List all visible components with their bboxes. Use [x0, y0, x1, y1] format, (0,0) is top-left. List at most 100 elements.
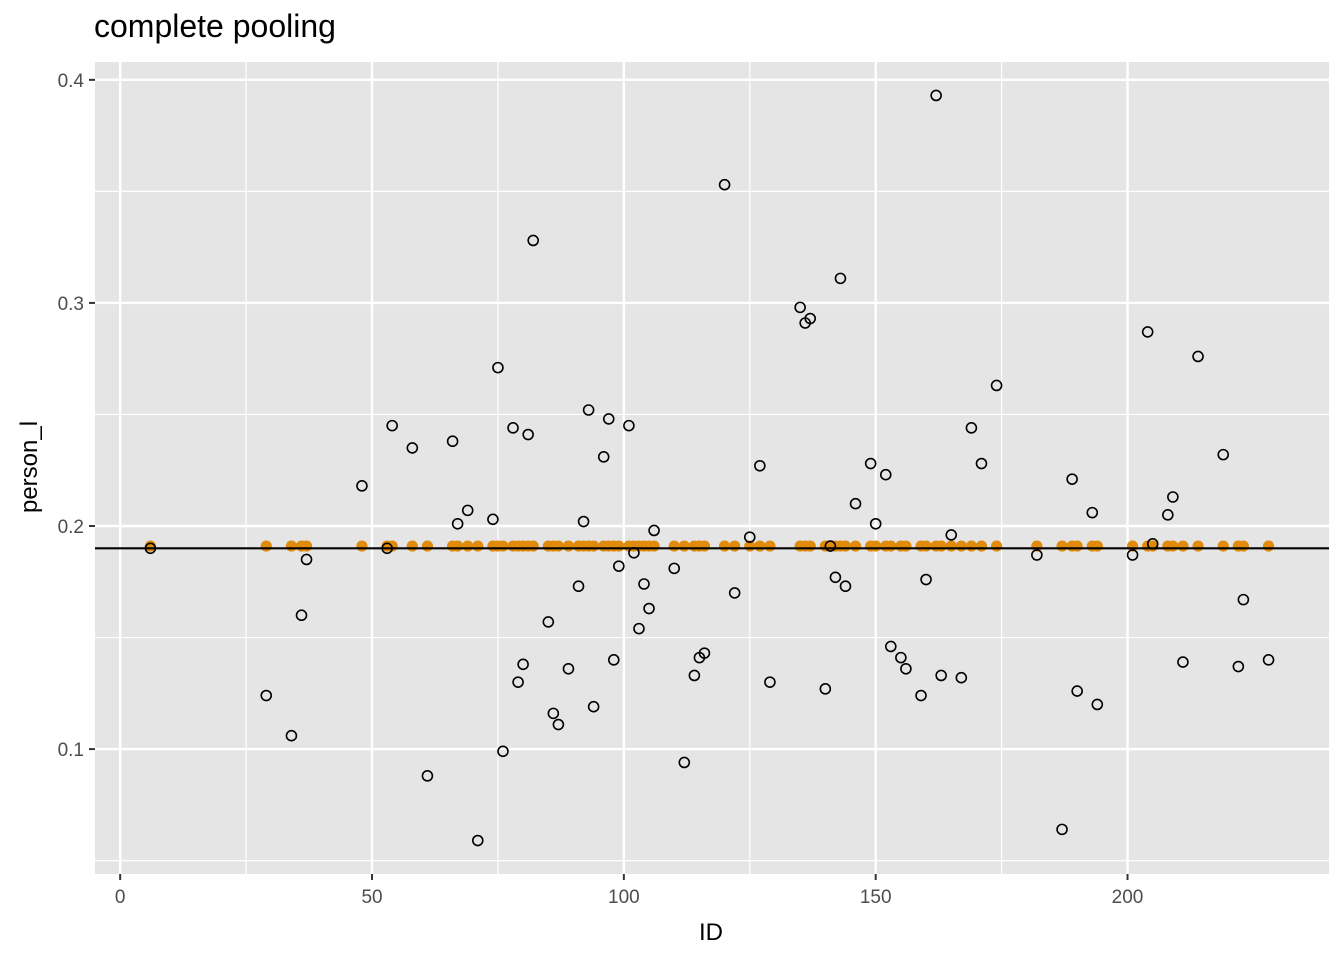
pooled-point: [900, 540, 912, 552]
pooled-point: [406, 540, 418, 552]
observed-point: [824, 540, 837, 552]
observed-point: [492, 361, 504, 374]
observed-point: [260, 689, 273, 702]
pooled-point: [965, 540, 977, 552]
observed-point: [1056, 823, 1068, 836]
observed-point: [668, 562, 681, 575]
observed-point: [829, 571, 842, 584]
x-axis-ticks: 0 50 100 150 200: [115, 874, 1143, 908]
observed-series: [144, 89, 1275, 847]
pooled-point: [452, 540, 464, 552]
y-tick-label: 0.2: [58, 517, 84, 538]
y-axis-title: person_l: [16, 421, 43, 513]
y-tick-label: 0.1: [58, 740, 84, 761]
minor-gridlines: [95, 62, 1329, 874]
pooled-point: [421, 540, 434, 552]
observed-point: [930, 89, 942, 102]
observed-point: [602, 413, 615, 425]
pooled-point: [718, 540, 731, 552]
pooled-point: [1056, 540, 1068, 552]
pooled-point: [764, 540, 776, 552]
observed-point: [834, 272, 847, 285]
observed-point: [1031, 549, 1043, 561]
observed-point: [975, 457, 988, 470]
plot-panel: [95, 62, 1329, 874]
pooled-point: [562, 540, 575, 552]
observed-point: [990, 379, 1003, 392]
observed-point: [718, 178, 731, 191]
observed-point: [451, 517, 464, 530]
observed-point: [935, 669, 947, 682]
observed-point: [547, 707, 560, 720]
observed-point: [1232, 660, 1245, 673]
observed-point: [386, 419, 398, 432]
x-tick-label: 100: [608, 887, 640, 908]
pooled-point: [1237, 540, 1249, 552]
pooled-point: [472, 540, 484, 552]
x-tick-label: 200: [1112, 887, 1144, 908]
pooled-point: [552, 540, 564, 552]
y-tick-label: 0.4: [58, 71, 85, 92]
observed-point: [527, 234, 539, 247]
observed-point: [522, 428, 534, 441]
observed-point: [597, 451, 610, 463]
observed-point: [421, 770, 434, 782]
observed-point: [1146, 538, 1159, 550]
observed-point: [895, 651, 907, 664]
observed-point: [507, 422, 519, 434]
x-tick-label: 0: [115, 887, 126, 908]
pooled-point: [260, 540, 272, 552]
pooled-point: [955, 540, 967, 552]
observed-point: [582, 404, 595, 416]
observed-point: [471, 834, 484, 847]
pooled-point: [990, 540, 1003, 552]
pooled-point: [885, 540, 897, 552]
observed-point: [1262, 654, 1275, 666]
observed-point: [628, 546, 640, 559]
pooled-point: [1091, 540, 1103, 552]
observed-point: [638, 578, 650, 590]
pooled-point: [678, 540, 690, 552]
observed-point: [1091, 698, 1104, 711]
x-tick-label: 50: [361, 887, 382, 908]
pooled-point: [356, 540, 368, 552]
observed-point: [406, 442, 419, 454]
observed-point: [743, 531, 756, 543]
observed-point: [794, 301, 806, 314]
pooled-point: [870, 540, 882, 552]
pooled-point: [804, 540, 816, 552]
observed-point: [381, 542, 393, 555]
observed-point: [607, 654, 620, 666]
x-axis-title: ID: [699, 919, 723, 946]
pooled-point: [1177, 540, 1189, 552]
observed-point: [300, 553, 313, 566]
major-gridlines: [95, 62, 1329, 874]
observed-point: [1086, 506, 1099, 519]
observed-point: [900, 662, 912, 675]
observed-point: [512, 676, 524, 688]
observed-point: [1192, 350, 1204, 363]
observed-point: [633, 622, 645, 635]
observed-point: [643, 602, 655, 615]
observed-point: [285, 729, 298, 742]
observed-point: [920, 573, 932, 586]
observed-point: [764, 676, 776, 688]
pooled-point: [698, 540, 711, 552]
pooled-point: [462, 540, 474, 552]
observed-point: [945, 529, 958, 541]
pooled-point: [1192, 540, 1204, 552]
observed-point: [1071, 685, 1083, 697]
pooled-point: [668, 540, 680, 552]
observed-point: [879, 468, 892, 481]
pooled-point: [527, 540, 539, 552]
observed-point: [915, 689, 927, 702]
observed-point: [497, 745, 509, 758]
pooled-point: [300, 540, 313, 552]
observed-point: [678, 756, 691, 769]
pooled-point: [839, 540, 852, 552]
observed-point: [572, 580, 585, 593]
observed-point: [1162, 509, 1174, 521]
pooled-point: [935, 540, 947, 552]
observed-point: [577, 515, 590, 528]
observed-point: [849, 497, 862, 510]
